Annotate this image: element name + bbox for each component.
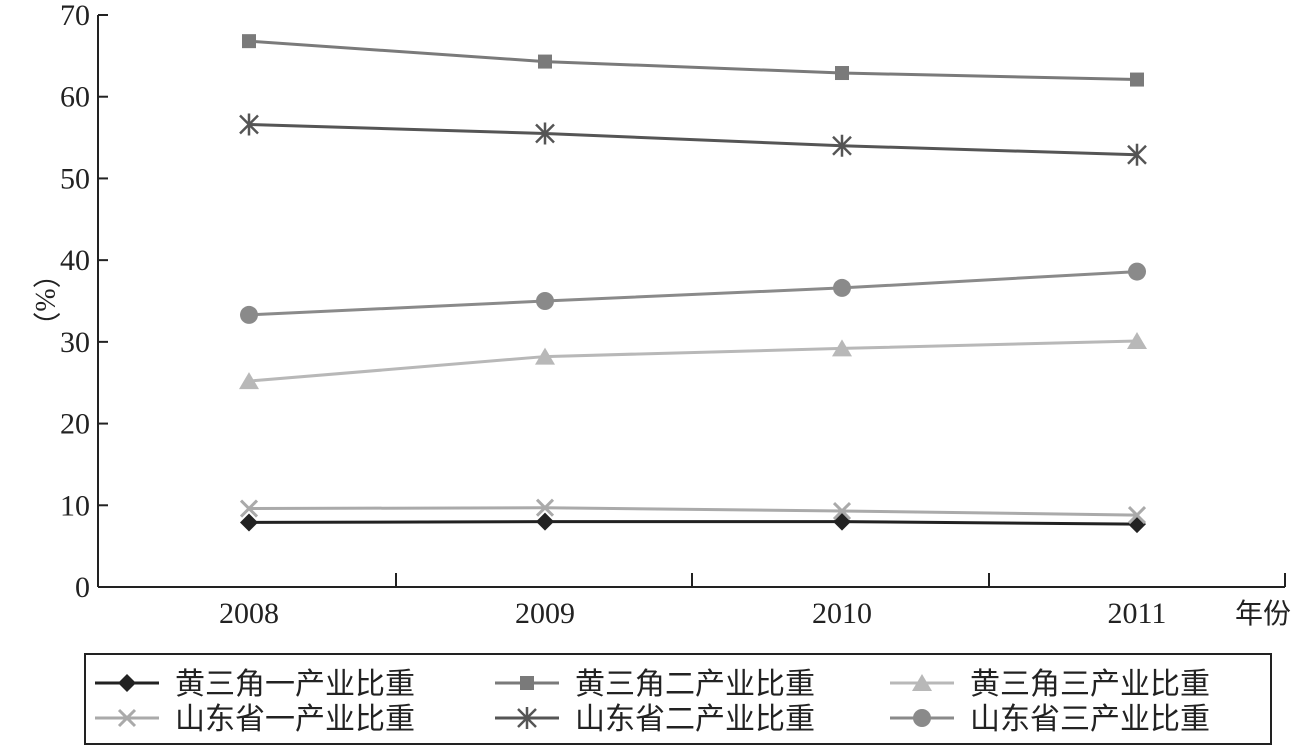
data-point-5-2011	[1127, 143, 1147, 166]
series-line-1	[248, 520, 1138, 526]
x-axis-title: 年份	[1235, 598, 1291, 630]
data-point-4-2008	[239, 499, 259, 518]
data-point-4-2010	[832, 501, 852, 521]
legend-label: 山东省三产业比重	[970, 703, 1210, 736]
x-tick-label: 2009	[515, 597, 575, 630]
data-point-5-2010	[832, 134, 852, 157]
data-point-3-2009	[535, 347, 555, 365]
x-tick-label: 2011	[1108, 597, 1167, 630]
data-point-6-2011	[1128, 262, 1146, 281]
legend-item-2: 黄三角二产业比重	[495, 668, 815, 701]
legend-item-5: 山东省二产业比重	[495, 703, 815, 736]
series-line-5	[248, 122, 1138, 157]
legend-item-4: 山东省一产业比重	[95, 703, 415, 736]
y-tick-label: 0	[75, 571, 90, 604]
y-tick-label: 60	[60, 81, 90, 114]
data-point-4-2009	[535, 498, 555, 517]
legend-label: 山东省一产业比重	[175, 703, 415, 736]
data-point-1-2009	[536, 512, 554, 531]
legend-item-3: 黄三角三产业比重	[890, 668, 1210, 701]
y-tick-label: 20	[60, 408, 90, 441]
data-point-6-2009	[536, 292, 554, 310]
legend-swatch-marker	[517, 707, 537, 729]
data-point-2-2011	[1130, 72, 1144, 87]
data-point-3-2011	[1127, 332, 1147, 350]
data-point-5-2009	[535, 122, 555, 145]
axes: 0 10 20 30 40 50 60 70 2008 2009 2010 2011 年份 （%）	[29, 0, 1291, 630]
data-point-1-2008	[240, 513, 258, 532]
x-tick-label: 2010	[812, 597, 872, 630]
y-tick-label: 30	[60, 326, 90, 359]
legend-swatch-marker	[520, 676, 534, 690]
y-tick-label: 70	[60, 0, 90, 32]
data-point-1-2011	[1128, 515, 1146, 534]
series-line-6	[248, 270, 1138, 317]
legend-swatch-marker	[913, 709, 931, 727]
series-line-3	[248, 339, 1138, 383]
legend-item-6: 山东省三产业比重	[890, 703, 1210, 736]
y-axis-title: （%）	[29, 260, 61, 339]
series-line-4	[248, 506, 1138, 517]
data-point-3-2010	[832, 339, 852, 357]
legend-item-1: 黄三角一产业比重	[95, 668, 415, 701]
legend-swatch-marker	[117, 708, 137, 728]
data-point-6-2008	[240, 305, 258, 324]
data-point-6-2010	[833, 278, 851, 297]
y-tick-label: 10	[60, 489, 90, 522]
series-line-2	[248, 39, 1138, 82]
legend-label: 黄三角一产业比重	[175, 668, 415, 701]
series-layer	[239, 34, 1147, 534]
legend-swatch-marker	[912, 674, 932, 691]
data-point-3-2008	[239, 372, 259, 390]
data-point-5-2008	[239, 113, 259, 136]
x-tick-label: 2008	[219, 597, 279, 630]
data-point-2-2010	[835, 66, 849, 81]
data-point-2-2009	[538, 54, 552, 69]
y-tick-label: 50	[60, 162, 90, 195]
legend-label: 黄三角二产业比重	[575, 668, 815, 701]
data-point-4-2011	[1127, 506, 1147, 525]
data-point-2-2008	[242, 34, 256, 49]
legend-swatch-marker	[118, 674, 136, 692]
y-tick-label: 40	[60, 244, 90, 277]
legend-box	[84, 653, 1272, 745]
legend-label: 黄三角三产业比重	[970, 668, 1210, 701]
legend-label: 山东省二产业比重	[575, 703, 815, 736]
